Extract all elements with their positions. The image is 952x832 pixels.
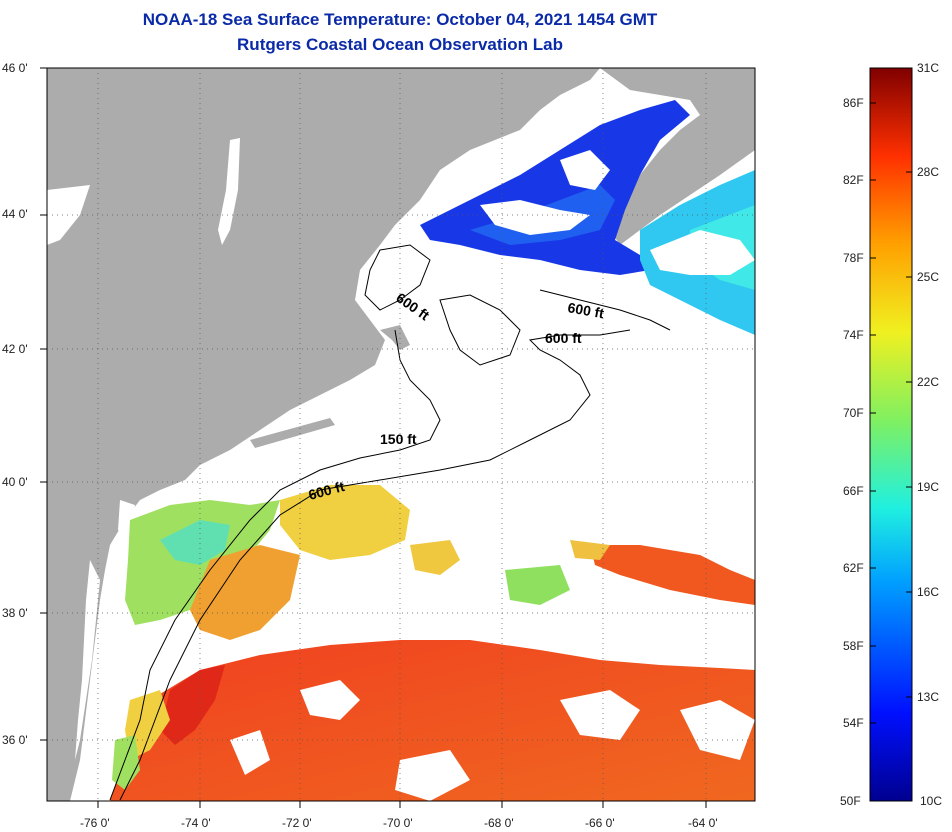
- colorbar-f-label: 78F: [843, 251, 864, 265]
- title-line-1: NOAA-18 Sea Surface Temperature: October…: [142, 10, 658, 29]
- colorbar-c-label: 16C: [917, 585, 940, 599]
- tick-marks: [40, 67, 707, 808]
- contour-label: 600 ft: [566, 299, 605, 321]
- lat-label: 46 0': [2, 61, 28, 75]
- sst-shelf-orange: [190, 545, 300, 640]
- colorbar-f-label: 70F: [843, 406, 864, 420]
- contour-600ft-shelf: [119, 329, 631, 801]
- lat-label: 36 0': [2, 733, 28, 747]
- sst-shelf-yellow: [280, 485, 410, 560]
- colorbar-f-label: 62F: [843, 561, 864, 575]
- sst-gulf-stream-red: [160, 665, 225, 745]
- cloud-south-4: [395, 750, 470, 801]
- contour-gom: [364, 244, 431, 311]
- lake-ontario-edge: [47, 185, 90, 245]
- cloud-south-1: [300, 680, 360, 720]
- colorbar-c-label: 31C: [917, 61, 940, 75]
- colorbar-f-label: 74F: [843, 328, 864, 342]
- colorbar-c-label: 10C: [920, 794, 943, 808]
- sst-inshore-yellow: [125, 690, 170, 760]
- sst-warm-east-yellow: [570, 540, 610, 560]
- contour-150ft: [109, 329, 441, 801]
- lon-label: -64 0': [688, 816, 718, 830]
- cloud-south-2: [560, 690, 640, 740]
- chesapeake-bay: [75, 560, 100, 760]
- title-line-2: Rutgers Coastal Ocean Observation Lab: [237, 35, 563, 54]
- cloud-scotian: [650, 230, 755, 275]
- colorbar-c-label: 25C: [917, 270, 940, 284]
- graticule: [47, 68, 755, 801]
- lon-label: -68 0': [484, 816, 514, 830]
- colorbar-f-label: 54F: [843, 716, 864, 730]
- sst-warm-east: [590, 545, 755, 605]
- land-mainland: [47, 68, 600, 801]
- lat-label: 42 0': [2, 342, 28, 356]
- lon-label: -72 0': [282, 816, 312, 830]
- colorbar-f-label: 66F: [843, 484, 864, 498]
- colorbar: [869, 67, 913, 802]
- land-long-island: [250, 418, 335, 448]
- colorbar-f-label: 50F: [840, 794, 861, 808]
- lon-label: -70 0': [383, 816, 413, 830]
- lat-label: 38 0': [2, 606, 28, 620]
- cloud-gulf-1: [480, 200, 590, 235]
- lake-champlain: [218, 138, 240, 245]
- contour-label: 600 ft: [545, 330, 582, 346]
- lat-label: 40 0': [2, 475, 28, 489]
- cloud-south-5: [230, 730, 270, 775]
- colorbar-c-label: 13C: [917, 690, 940, 704]
- lat-label: 44 0': [2, 207, 28, 221]
- colorbar-c-label: 22C: [917, 375, 940, 389]
- sst-green-patch: [505, 565, 570, 605]
- colorbar-ticks: [870, 102, 912, 724]
- lon-label: -76 0': [80, 816, 110, 830]
- sst-mid-atlantic-cyan: [160, 520, 230, 565]
- lon-label: -66 0': [585, 816, 615, 830]
- colorbar-c-label: 19C: [917, 480, 940, 494]
- map-frame: [46, 67, 756, 802]
- colorbar-f-label: 58F: [843, 639, 864, 653]
- contour-gom-600: [539, 289, 671, 331]
- land-maritimes: [600, 68, 755, 245]
- colorbar-c-label: 28C: [917, 165, 940, 179]
- sst-shelf-yellow2: [410, 540, 460, 575]
- contour-georges: [439, 294, 521, 366]
- sst-gulf-stream: [110, 640, 755, 801]
- lon-label: -74 0': [181, 816, 211, 830]
- cloud-south-3: [680, 700, 755, 760]
- colorbar-f-label: 82F: [843, 173, 864, 187]
- cloud-gulf-2: [560, 150, 610, 190]
- colorbar-f-label: 86F: [843, 96, 864, 110]
- land-cape-cod: [380, 325, 410, 350]
- contour-label: 150 ft: [380, 431, 417, 447]
